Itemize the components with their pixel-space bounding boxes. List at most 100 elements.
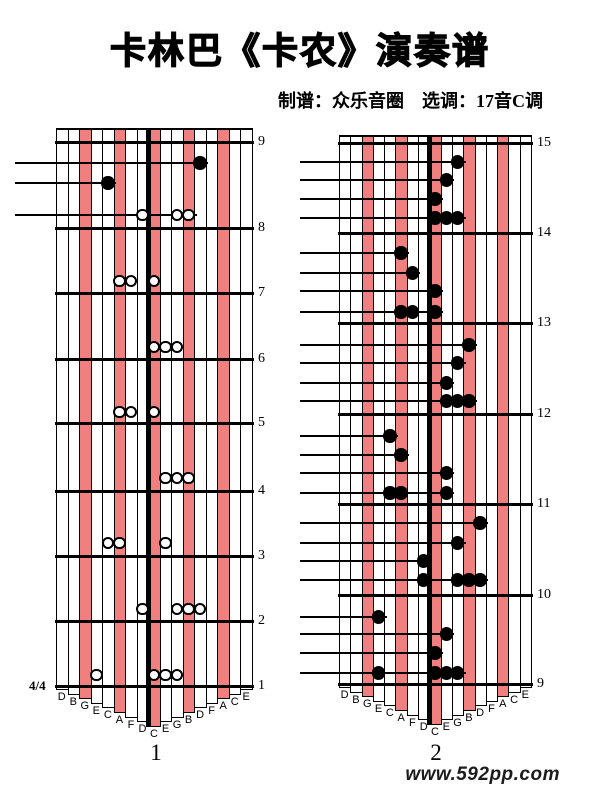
tine-stripe [485,135,498,684]
beat-line [300,633,455,635]
tine-stripe [194,128,206,686]
tine-letter: C [150,727,158,740]
note-dot [428,305,442,319]
note-dot [124,405,138,419]
tine-stripe [56,128,68,686]
tine-letter: E [161,723,170,736]
tine-stripe [406,135,419,684]
note-dot [159,668,172,682]
tine-letter: A [115,714,124,726]
measure-line [338,321,533,325]
tine-letter: E [242,691,250,703]
tine-stripe [228,128,241,686]
beat-line [300,198,443,200]
note-dot [428,666,442,680]
measure-number: 12 [537,406,551,421]
tine-stripe [171,128,183,686]
tine-stripe [384,135,396,684]
note-dot [450,536,465,550]
measure-number: 15 [537,135,551,150]
measure-line [55,554,254,558]
tine-stripe [67,128,80,686]
measure-number: 14 [537,225,551,240]
note-dot [462,394,476,408]
beat-line [300,362,466,364]
tine-tip [240,686,253,690]
tine-stripe [90,128,103,686]
beat-line [300,311,443,313]
page-title: 卡林巴《卡农》演奏谱 [109,29,490,71]
tine-stripe [497,135,509,684]
beat-line [300,161,466,163]
tine-letter: G [453,716,462,729]
tine-stripe [474,135,486,684]
note-dot [170,668,184,682]
note-dot [147,405,161,419]
measure-line [55,489,254,493]
center-tine-divider [427,135,432,725]
beat-line [15,182,116,184]
tine-stripe [205,128,218,686]
note-dot [394,305,408,319]
note-dot [439,666,454,680]
beat-line [300,382,455,384]
note-dot [405,266,420,280]
note-dot [439,466,454,480]
tine-letter: G [362,698,372,711]
measure-line [338,141,533,145]
beat-line [300,217,466,219]
measure-line [338,682,533,686]
beat-line [300,492,455,494]
beat-line [300,579,489,581]
note-dot [147,274,161,288]
time-signature: 4/4 [29,678,46,693]
note-dot [439,173,454,187]
beat-line [300,179,455,181]
measure-number: 13 [537,315,551,330]
tine-stripe [240,128,253,686]
beat-line [300,542,466,544]
tine-stripe [463,135,475,684]
note-dot [428,192,442,206]
note-dot [450,155,465,169]
beat-line [300,652,443,654]
note-dot [450,356,465,370]
note-dot [170,340,184,354]
measure-line [55,140,254,144]
note-dot [159,471,172,485]
note-dot [439,394,454,408]
beat-line [300,560,432,562]
note-dot [113,536,126,550]
tine-letter: C [431,725,439,738]
tine-stripe [217,128,229,686]
note-dot [450,666,465,680]
note-dot [136,208,149,222]
measure-number: 8 [258,220,265,235]
measure-number: 1 [258,678,265,693]
measure-number: 11 [537,496,551,511]
note-dot [428,284,442,298]
tine-stripe [451,135,464,684]
beat-line [300,522,489,524]
tine-letter: E [521,689,530,701]
note-dot [428,211,442,225]
beat-line [300,472,455,474]
note-dot [193,602,207,616]
measure-line [338,593,533,597]
tine-letter: G [172,718,182,731]
tine-letter: C [103,709,112,722]
beat-line [300,272,421,274]
note-dot [405,305,420,319]
tine-letter: D [419,721,428,734]
tine-letter: E [92,704,100,717]
measure-line [55,684,254,688]
tine-letter: F [208,704,215,717]
note-dot [182,471,195,485]
note-dot [371,666,386,680]
measure-number: 6 [258,351,265,366]
tine-stripe [508,135,520,684]
measure-line [55,421,254,425]
column-top-edge [339,135,532,137]
note-dot [159,536,172,550]
tine-letter: D [476,707,485,720]
